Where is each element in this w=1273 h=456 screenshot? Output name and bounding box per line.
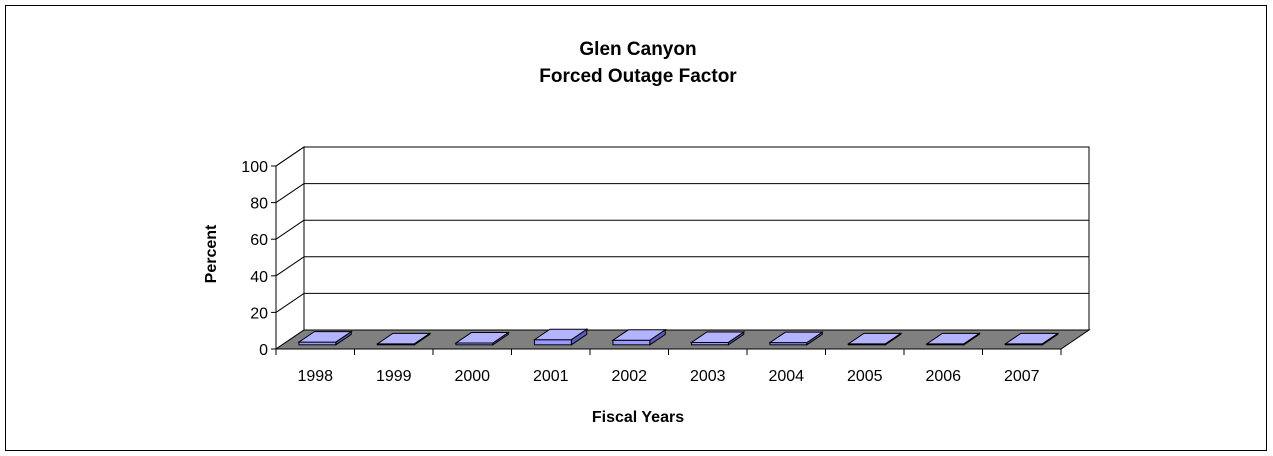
x-tick-label: 2002 [611,368,647,385]
chart-svg: Glen Canyon Forced Outage Factor 0 20 40 60… [203,39,1091,426]
x-tick-label: 2005 [847,368,883,385]
y-tick-label: 100 [241,159,268,176]
x-tick-label: 1998 [297,368,333,385]
y-tick-label: 80 [250,196,268,213]
y-tick-label: 60 [250,232,268,249]
x-tick-label: 2004 [768,368,804,385]
bar-top [689,331,746,343]
bar-top [532,328,589,341]
bar-top [297,331,353,343]
chart-frame: Glen Canyon Forced Outage Factor 0 20 40 60… [5,5,1267,451]
bar-top [846,332,903,345]
bar-top [768,331,824,344]
x-tick-label: 2006 [925,368,961,385]
x-tick-label: 2007 [1004,368,1040,385]
x-tick-label: 1999 [376,368,412,385]
x-tick-label: 2003 [690,368,726,385]
chart-title-line-2: Forced Outage Factor [539,66,737,87]
side-wall [275,146,305,350]
y-tick-label: 0 [259,342,268,359]
gridline-side [275,183,305,204]
bar [612,339,651,346]
gridline-side [275,256,305,277]
gridline-side [275,292,305,313]
bar-top [611,329,667,341]
plot-area: 0 20 40 60 80 100 1998 1999 2000 2001 2002 2003 2004… [241,146,1091,385]
y-axis-title: Percent [203,224,220,283]
back-wall [303,146,1090,331]
bar-top [1003,332,1060,345]
bar-top [375,332,432,345]
x-tick-label: 2000 [454,368,490,385]
gridline-side [275,146,305,167]
y-tick-label: 20 [250,305,268,322]
y-tick-label: 40 [250,269,268,286]
bar [533,339,572,346]
x-axis-title: Fiscal Years [592,409,684,426]
bar-top [925,332,981,345]
chart-title: Glen Canyon Forced Outage Factor [539,39,737,87]
chart-title-line-1: Glen Canyon [579,39,696,60]
bar-top [454,332,510,344]
gridline-side [275,219,305,240]
x-tick-label: 2001 [533,368,569,385]
